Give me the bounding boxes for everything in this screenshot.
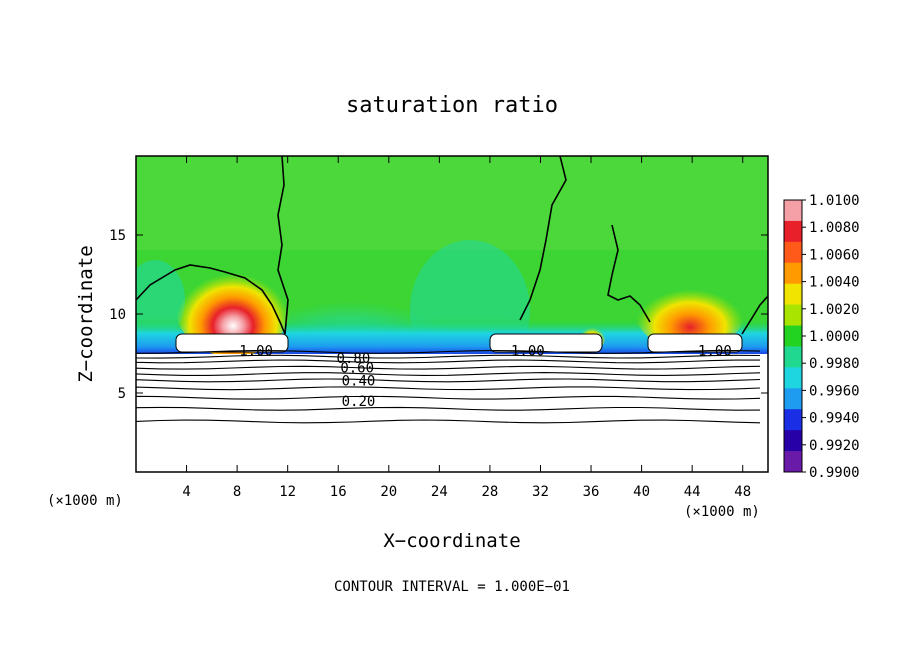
contour-line: [135, 354, 761, 359]
contour-line-left-vertical: [277, 156, 289, 335]
plot-area: [136, 156, 768, 472]
colorbar-swatch: [784, 325, 802, 347]
colorbar-swatch: [784, 409, 802, 431]
contour-label: 1.00: [698, 343, 732, 359]
colorbar-swatch: [784, 220, 802, 243]
contour-line: [135, 395, 761, 400]
contour-line-right: [741, 295, 768, 335]
x-tick-label: 4: [182, 484, 190, 500]
colorbar-label: 1.0020: [809, 302, 860, 318]
x-tick-label: 36: [583, 484, 600, 500]
x-tick-label: 20: [380, 484, 397, 500]
contour-line-left: [136, 264, 286, 335]
colorbar-swatch: [784, 304, 802, 327]
contour-line: [135, 378, 761, 383]
y-tick-label: 15: [109, 228, 126, 244]
contour-label: 0.20: [342, 394, 376, 410]
y-axis-ticks: 5 10 15: [109, 228, 768, 402]
x-tick-label: 48: [734, 484, 751, 500]
x-axis-ticks: 4 8 12 16 20 24 28 32 36 40 44 48: [182, 156, 751, 500]
lower-white-region: [136, 354, 768, 472]
chart-title: saturation ratio: [346, 93, 558, 118]
colorbar-label: 0.9940: [809, 411, 860, 427]
contour-line: [135, 419, 761, 424]
x-tick-label: 32: [532, 484, 549, 500]
x-tick-label: 40: [633, 484, 650, 500]
x-axis-label: X−coordinate: [383, 530, 520, 552]
contour-line: [135, 386, 761, 391]
colorbar: [783, 199, 803, 473]
contour-label: 0.60: [340, 361, 374, 377]
colorbar-swatch: [784, 200, 802, 222]
y-axis-label: Z−coordinate: [75, 245, 97, 382]
x-tick-label: 44: [684, 484, 701, 500]
cloud-block-middle: [489, 333, 603, 353]
colorbar-label: 1.0100: [809, 193, 860, 209]
colorbar-label: 1.0040: [809, 275, 860, 291]
cloud-block-right: [647, 333, 743, 353]
x-axis-unit-left: (×1000 m): [47, 493, 123, 509]
contour-lines: [135, 349, 761, 424]
colorbar-swatch: [784, 451, 802, 473]
contour-label: 1.00: [239, 343, 273, 359]
x-tick-label: 12: [279, 484, 296, 500]
contour-line: [135, 359, 760, 364]
colorbar-swatch: [784, 346, 802, 368]
colorbar-label: 1.0080: [809, 220, 860, 236]
contour-label: 1.00: [511, 343, 545, 359]
x-tick-label: 24: [431, 484, 448, 500]
x-axis-unit-right: (×1000 m): [684, 504, 760, 520]
contour-line-mid-right: [607, 224, 651, 323]
hot-zone-right: [635, 274, 745, 350]
colorbar-swatch: [784, 388, 802, 410]
colorbar-swatch: [784, 367, 802, 389]
colorbar-label: 1.0060: [809, 247, 860, 263]
contour-interval-note: CONTOUR INTERVAL = 1.000E−01: [334, 579, 570, 595]
cloud-block-left: [175, 333, 289, 353]
contour-line: [135, 406, 761, 411]
contour-line: [135, 372, 761, 376]
x-tick-label: 8: [233, 484, 241, 500]
colorbar-swatch: [784, 262, 802, 285]
colorbar-label: 0.9900: [809, 465, 860, 481]
contour-labels: 1.00 0.800.600.40 0.20 1.00 1.00: [239, 343, 732, 410]
colorbar-labels: 1.0100 1.0080 1.0060 1.0040 1.0020 1.0000 0.99…: [802, 193, 860, 481]
colorbar-label: 0.9980: [809, 356, 860, 372]
contour-line-mid-vertical: [519, 156, 567, 321]
y-tick-label: 5: [118, 386, 126, 402]
hot-zone-left: [175, 253, 291, 357]
colorbar-swatch: [784, 241, 802, 264]
contour-label: 0.40: [342, 373, 376, 389]
colorbar-label: 0.9920: [809, 438, 860, 454]
x-tick-label: 28: [481, 484, 498, 500]
colorbar-label: 1.0000: [809, 329, 860, 345]
contour-line: [135, 365, 761, 370]
contour-line: [135, 349, 761, 354]
colorbar-swatch: [784, 430, 802, 452]
y-tick-label: 10: [109, 307, 126, 323]
x-tick-label: 16: [330, 484, 347, 500]
contour-label: 0.80: [337, 351, 371, 367]
colorbar-label: 0.9960: [809, 383, 860, 399]
colorbar-swatch: [784, 283, 802, 306]
